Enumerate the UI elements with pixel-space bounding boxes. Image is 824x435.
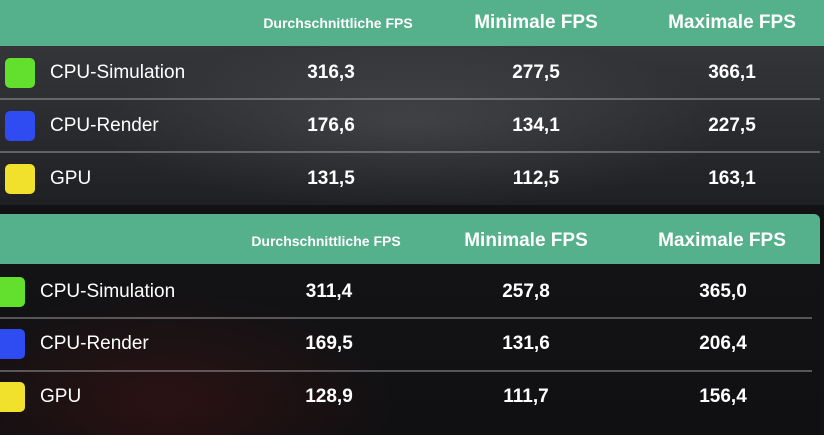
minimum-fps-value: 112,5 (512, 168, 560, 189)
cpu-render-color-swatch (5, 111, 35, 141)
minimum-fps-value: 277,5 (512, 62, 560, 83)
fps-table-1: Durchschnittliche FPS Minimale FPS Maxim… (0, 0, 824, 205)
maximum-fps-value: 156,4 (699, 386, 747, 407)
minimum-fps-value: 134,1 (512, 115, 560, 136)
minimum-fps-value: 111,7 (503, 386, 549, 407)
row-label: CPU-Simulation (50, 62, 186, 83)
row-label: CPU-Render (50, 115, 159, 136)
header-maximum-fps: Maximale FPS (668, 12, 796, 33)
row-label: CPU-Render (40, 333, 149, 354)
average-fps-value: 128,9 (305, 386, 353, 407)
table-row-cpu-render: CPU-Render 176,6 134,1 227,5 (0, 100, 824, 152)
average-fps-value: 176,6 (307, 115, 355, 136)
row-label: CPU-Simulation (40, 281, 176, 302)
cpu-render-color-swatch (0, 329, 25, 359)
maximum-fps-value: 365,0 (699, 281, 747, 302)
row-divider (0, 370, 812, 372)
header-average-fps: Durchschnittliche FPS (263, 15, 413, 31)
header-average-fps: Durchschnittliche FPS (251, 233, 401, 249)
cpu-simulation-color-swatch (0, 277, 25, 307)
table-header: Durchschnittliche FPS Minimale FPS Maxim… (0, 214, 820, 264)
maximum-fps-value: 227,5 (708, 115, 756, 136)
row-label: GPU (50, 168, 92, 189)
row-divider (0, 151, 820, 153)
table-header: Durchschnittliche FPS Minimale FPS Maxim… (0, 0, 824, 46)
fps-table-2: Durchschnittliche FPS Minimale FPS Maxim… (0, 214, 820, 435)
table-row-gpu: GPU 128,9 111,7 156,4 (0, 372, 820, 424)
row-divider (0, 98, 820, 100)
row-label: GPU (40, 386, 82, 407)
minimum-fps-value: 131,6 (502, 333, 550, 354)
table-row-cpu-render: CPU-Render 169,5 131,6 206,4 (0, 319, 820, 371)
average-fps-value: 316,3 (307, 62, 355, 83)
header-minimum-fps: Minimale FPS (464, 230, 588, 251)
gpu-color-swatch (5, 164, 35, 194)
maximum-fps-value: 163,1 (708, 168, 756, 189)
average-fps-value: 131,5 (307, 168, 355, 189)
average-fps-value: 311,4 (305, 281, 353, 302)
table-row-gpu: GPU 131,5 112,5 163,1 (0, 153, 824, 205)
minimum-fps-value: 257,8 (502, 281, 550, 302)
average-fps-value: 169,5 (305, 333, 353, 354)
cpu-simulation-color-swatch (5, 58, 35, 88)
table-row-cpu-simulation: CPU-Simulation 316,3 277,5 366,1 (0, 46, 824, 98)
header-maximum-fps: Maximale FPS (658, 230, 786, 251)
table-row-cpu-simulation: CPU-Simulation 311,4 257,8 365,0 (0, 266, 820, 318)
header-minimum-fps: Minimale FPS (474, 12, 598, 33)
row-divider (0, 317, 812, 319)
maximum-fps-value: 206,4 (699, 333, 747, 354)
maximum-fps-value: 366,1 (708, 62, 756, 83)
gpu-color-swatch (0, 382, 25, 412)
